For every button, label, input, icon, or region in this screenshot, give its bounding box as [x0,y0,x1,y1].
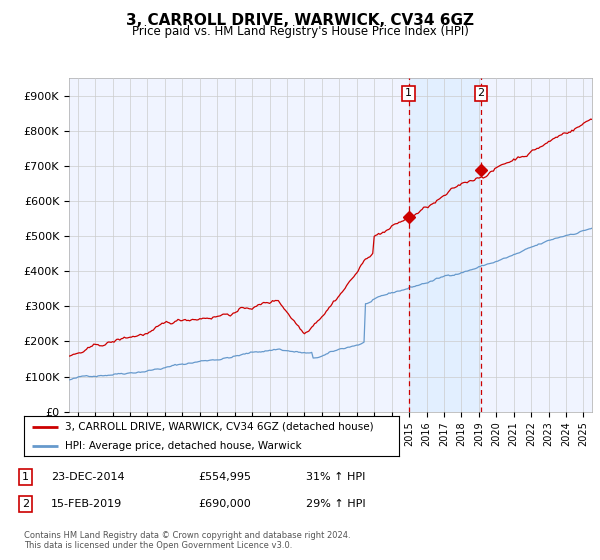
Text: 15-FEB-2019: 15-FEB-2019 [51,499,122,509]
Bar [409,78,481,412]
Text: £690,000: £690,000 [198,499,251,509]
Text: HPI: Average price, detached house, Warwick: HPI: Average price, detached house, Warw… [65,441,302,450]
Text: 3, CARROLL DRIVE, WARWICK, CV34 6GZ: 3, CARROLL DRIVE, WARWICK, CV34 6GZ [126,13,474,28]
Text: 2: 2 [478,88,484,99]
Text: 23-DEC-2014: 23-DEC-2014 [51,472,125,482]
Text: £554,995: £554,995 [198,472,251,482]
Text: 31% ↑ HPI: 31% ↑ HPI [306,472,365,482]
Text: 29% ↑ HPI: 29% ↑ HPI [306,499,365,509]
Text: Contains HM Land Registry data © Crown copyright and database right 2024.
This d: Contains HM Land Registry data © Crown c… [24,530,350,550]
Text: 1: 1 [22,472,29,482]
Text: Price paid vs. HM Land Registry's House Price Index (HPI): Price paid vs. HM Land Registry's House … [131,25,469,38]
Text: 1: 1 [405,88,412,99]
Text: 3, CARROLL DRIVE, WARWICK, CV34 6GZ (detached house): 3, CARROLL DRIVE, WARWICK, CV34 6GZ (det… [65,422,374,432]
Text: 2: 2 [22,499,29,509]
